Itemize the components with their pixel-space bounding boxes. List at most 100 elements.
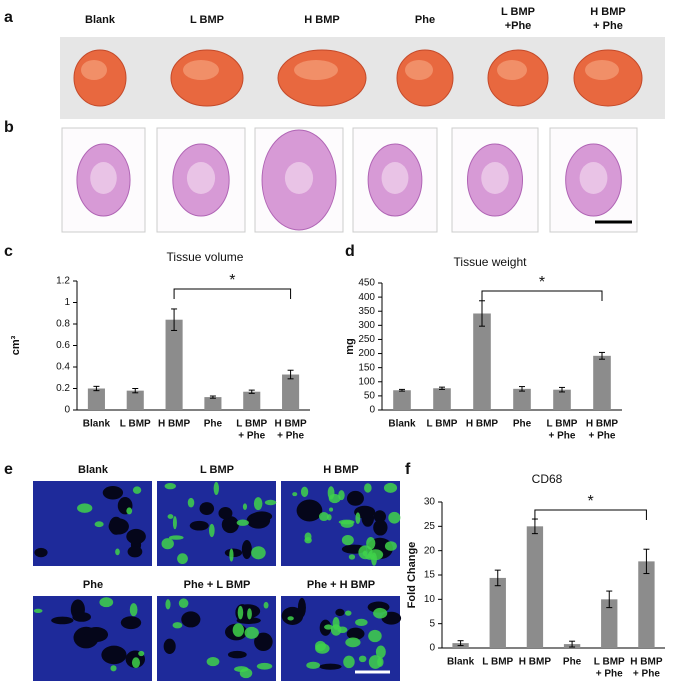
y-tick-label: 1 — [64, 297, 70, 308]
cd68-signal — [256, 662, 273, 670]
cd68-signal — [375, 645, 386, 659]
cd68-signal — [377, 657, 384, 667]
group-label: H BMP — [304, 14, 339, 26]
x-tick-label: Blank — [388, 419, 416, 430]
tissue-highlight — [81, 60, 107, 80]
cd68-signal — [306, 661, 321, 669]
bar — [204, 397, 222, 410]
cd68-signal — [253, 497, 263, 511]
y-tick-label: 150 — [358, 362, 375, 373]
histology-core — [90, 162, 117, 194]
y-tick-label: 450 — [358, 278, 375, 289]
tissue-highlight — [405, 60, 433, 80]
cd68-signal — [263, 601, 269, 609]
x-tick-label: L BMP — [236, 419, 267, 430]
x-tick-label: + Phe — [238, 431, 265, 442]
x-tick-label: + Phe — [589, 431, 616, 442]
significance-label: * — [539, 274, 545, 291]
y-tick-label: 350 — [358, 306, 375, 317]
cd68-signal — [129, 603, 138, 617]
cd68-signal — [242, 503, 248, 510]
y-tick-label: 250 — [358, 334, 375, 345]
chart-title: CD68 — [532, 472, 563, 486]
y-tick-label: 25 — [424, 521, 436, 532]
cd68-signal — [206, 657, 220, 667]
x-tick-label: H BMP — [586, 419, 619, 430]
dark-region — [296, 499, 323, 522]
dark-region — [120, 616, 142, 630]
y-tick-label: 30 — [424, 497, 436, 508]
significance-label: * — [588, 493, 594, 510]
cd68-signal — [300, 486, 309, 498]
cd68-signal — [251, 546, 266, 560]
y-tick-label: 200 — [358, 348, 375, 359]
cd68-signal — [355, 618, 368, 627]
dark-region — [101, 645, 127, 665]
cd68-signal — [358, 545, 373, 560]
y-axis-label: Fold Change — [406, 542, 418, 609]
cd68-signal — [237, 605, 244, 620]
cd68-signal — [318, 512, 329, 521]
x-tick-label: L BMP — [594, 657, 625, 668]
y-tick-label: 400 — [358, 292, 375, 303]
y-tick-label: 0.8 — [56, 319, 70, 330]
cd68-signal — [33, 608, 43, 613]
y-tick-label: 1.2 — [56, 276, 70, 287]
cd68-signal — [172, 516, 177, 530]
bar — [393, 390, 411, 410]
panel-letter: b — [4, 119, 14, 136]
dark-region — [126, 528, 146, 545]
bar — [433, 388, 451, 410]
cd68-signal — [165, 599, 171, 610]
cd68-signal — [208, 523, 215, 538]
dark-region — [108, 518, 129, 535]
x-tick-label: + Phe — [549, 431, 576, 442]
histology-core — [481, 162, 509, 194]
dark-region — [373, 510, 386, 523]
x-tick-label: Phe — [563, 657, 582, 668]
panel-letter: c — [4, 243, 13, 260]
cd68-signal — [371, 552, 377, 566]
panel-letter: a — [4, 9, 13, 26]
cd68-signal — [126, 507, 133, 515]
cd68-signal — [348, 554, 356, 560]
bar — [165, 319, 183, 410]
y-tick-label: 0 — [64, 405, 70, 416]
cd68-signal — [343, 655, 355, 669]
x-tick-label: Blank — [447, 657, 475, 668]
cd68-signal — [324, 624, 333, 630]
cd68-signal — [368, 629, 382, 643]
cd68-signal — [247, 608, 252, 620]
cd68-signal — [99, 597, 114, 608]
bar — [526, 526, 544, 648]
dark-region — [189, 520, 209, 531]
y-tick-label: 0 — [429, 643, 435, 654]
significance-label: * — [229, 272, 235, 289]
dark-region — [251, 511, 273, 522]
dark-region — [227, 650, 247, 659]
cd68-signal — [168, 535, 184, 540]
x-tick-label: H BMP — [158, 419, 191, 430]
y-tick-label: 100 — [358, 376, 375, 387]
cd68-signal — [330, 624, 342, 636]
dark-region — [163, 638, 176, 654]
histology-core — [579, 162, 608, 194]
x-tick-label: H BMP — [630, 657, 663, 668]
x-tick-label: + Phe — [277, 431, 304, 442]
y-tick-label: 0.2 — [56, 383, 70, 394]
x-tick-label: L BMP — [120, 419, 151, 430]
cd68-signal — [304, 532, 312, 541]
significance-bracket — [534, 509, 647, 520]
tissue-highlight — [497, 60, 527, 80]
cd68-signal — [287, 616, 294, 621]
dark-region — [199, 502, 215, 515]
cd68-signal — [358, 655, 367, 663]
cd68-signal — [244, 626, 259, 639]
image-label: Blank — [78, 464, 109, 476]
y-tick-label: 10 — [424, 594, 436, 605]
x-tick-label: + Phe — [596, 669, 623, 680]
group-label: + Phe — [593, 20, 623, 32]
dark-region — [373, 519, 388, 536]
dark-region — [224, 548, 243, 558]
cd68-signal — [115, 548, 120, 556]
